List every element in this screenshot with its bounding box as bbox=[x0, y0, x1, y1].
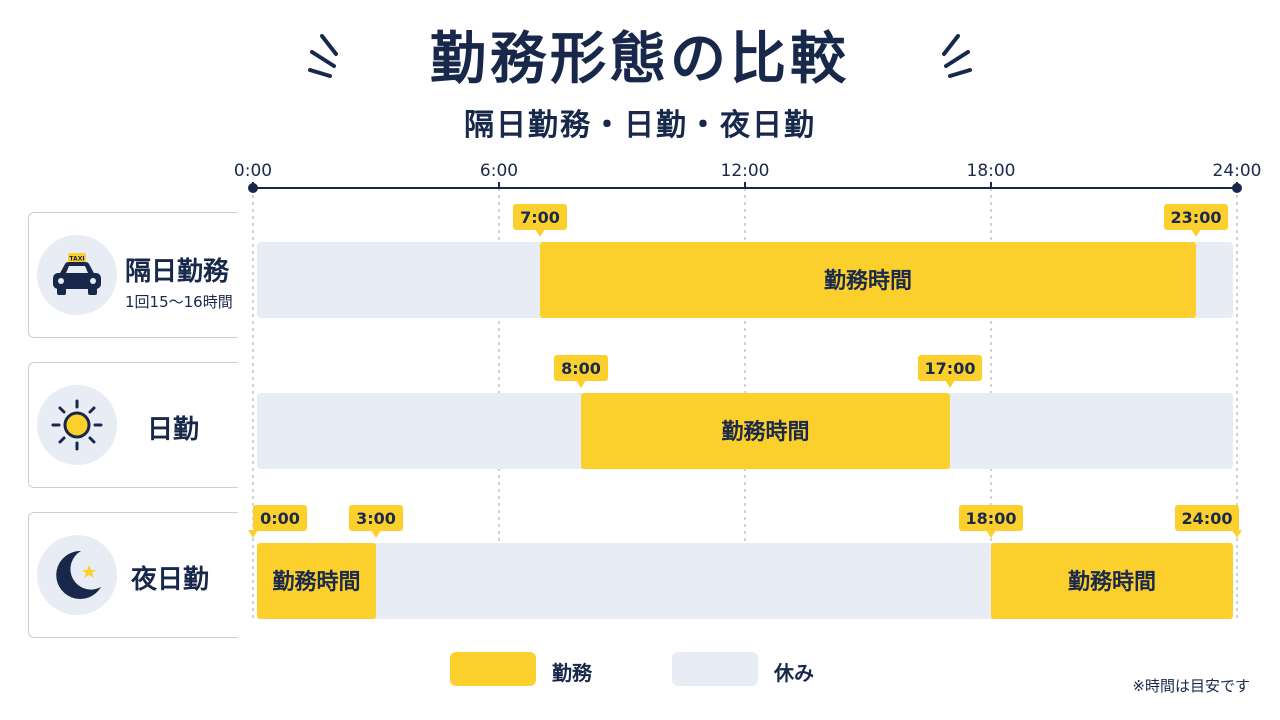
work-bar-label: 勤務時間 bbox=[1068, 569, 1156, 595]
x-tick-label: 18:00 bbox=[967, 161, 1016, 181]
moon-icon-badge bbox=[37, 535, 117, 615]
work-bar bbox=[581, 393, 950, 469]
time-marker-pointer bbox=[248, 530, 258, 538]
rest-bar bbox=[257, 543, 1233, 619]
time-marker-pointer bbox=[371, 530, 381, 538]
work-bar-label: 勤務時間 bbox=[721, 419, 809, 445]
row-card-yonikkin: 夜日勤 bbox=[28, 512, 238, 638]
row-card-kakujitsu: TAXI 隔日勤務 1回15〜16時間 bbox=[28, 212, 238, 338]
sun-icon bbox=[51, 399, 103, 451]
time-marker bbox=[959, 505, 1023, 531]
row-sub-kakujitsu: 1回15〜16時間 bbox=[125, 293, 233, 311]
time-marker-pointer bbox=[986, 530, 996, 538]
time-marker bbox=[1175, 505, 1239, 531]
time-marker-label: 17:00 bbox=[925, 359, 976, 378]
time-marker-label: 7:00 bbox=[520, 208, 560, 227]
time-marker-label: 18:00 bbox=[966, 509, 1017, 528]
time-marker bbox=[513, 204, 567, 230]
x-tick-label: 24:00 bbox=[1213, 161, 1262, 181]
time-marker-pointer bbox=[1191, 229, 1201, 237]
work-bar-label: 勤務時間 bbox=[824, 268, 912, 294]
taxi-icon: TAXI bbox=[53, 253, 101, 295]
row-name-yonikkin: 夜日勤 bbox=[131, 565, 210, 595]
time-marker-label: 8:00 bbox=[561, 359, 601, 378]
axis-start-dot bbox=[248, 183, 258, 193]
time-marker-pointer bbox=[576, 380, 586, 388]
time-marker-pointer bbox=[535, 229, 545, 237]
moon-icon bbox=[56, 550, 101, 599]
taxi-icon-badge: TAXI bbox=[37, 235, 117, 315]
footnote: ※時間は目安です bbox=[1132, 677, 1250, 695]
x-tick-label: 0:00 bbox=[234, 161, 272, 181]
row-name-kakujitsu: 隔日勤務 bbox=[125, 257, 230, 287]
time-marker bbox=[1164, 204, 1228, 230]
work-bar bbox=[991, 543, 1233, 619]
time-marker bbox=[253, 505, 307, 531]
work-bar bbox=[540, 242, 1196, 318]
x-tick-label: 6:00 bbox=[480, 161, 518, 181]
time-marker-label: 0:00 bbox=[260, 509, 300, 528]
row-name-nikkin: 日勤 bbox=[147, 415, 200, 445]
row-card-nikkin: 日勤 bbox=[28, 362, 238, 488]
legend-rest-swatch bbox=[672, 652, 758, 686]
time-marker-pointer bbox=[945, 380, 955, 388]
page-title: 勤務形態の比較 bbox=[430, 27, 850, 92]
time-marker bbox=[554, 355, 608, 381]
right-accent-icon bbox=[942, 34, 972, 78]
legend-work-label: 勤務 bbox=[552, 661, 592, 685]
work-bar-label: 勤務時間 bbox=[272, 569, 360, 595]
work-bar bbox=[257, 543, 376, 619]
x-tick-label: 12:00 bbox=[721, 161, 770, 181]
left-accent-icon bbox=[308, 34, 338, 78]
time-marker bbox=[349, 505, 403, 531]
time-marker-label: 24:00 bbox=[1182, 509, 1233, 528]
sun-icon-badge bbox=[37, 385, 117, 465]
page-subtitle: 隔日勤務・日勤・夜日勤 bbox=[464, 108, 816, 143]
axis-end-dot bbox=[1232, 183, 1242, 193]
time-marker-label: 3:00 bbox=[356, 509, 396, 528]
time-marker-label: 23:00 bbox=[1171, 208, 1222, 227]
svg-text:TAXI: TAXI bbox=[69, 256, 84, 263]
time-marker-pointer bbox=[1232, 530, 1242, 538]
legend-rest-label: 休み bbox=[774, 661, 814, 685]
legend-work-swatch bbox=[450, 652, 536, 686]
time-marker bbox=[918, 355, 982, 381]
